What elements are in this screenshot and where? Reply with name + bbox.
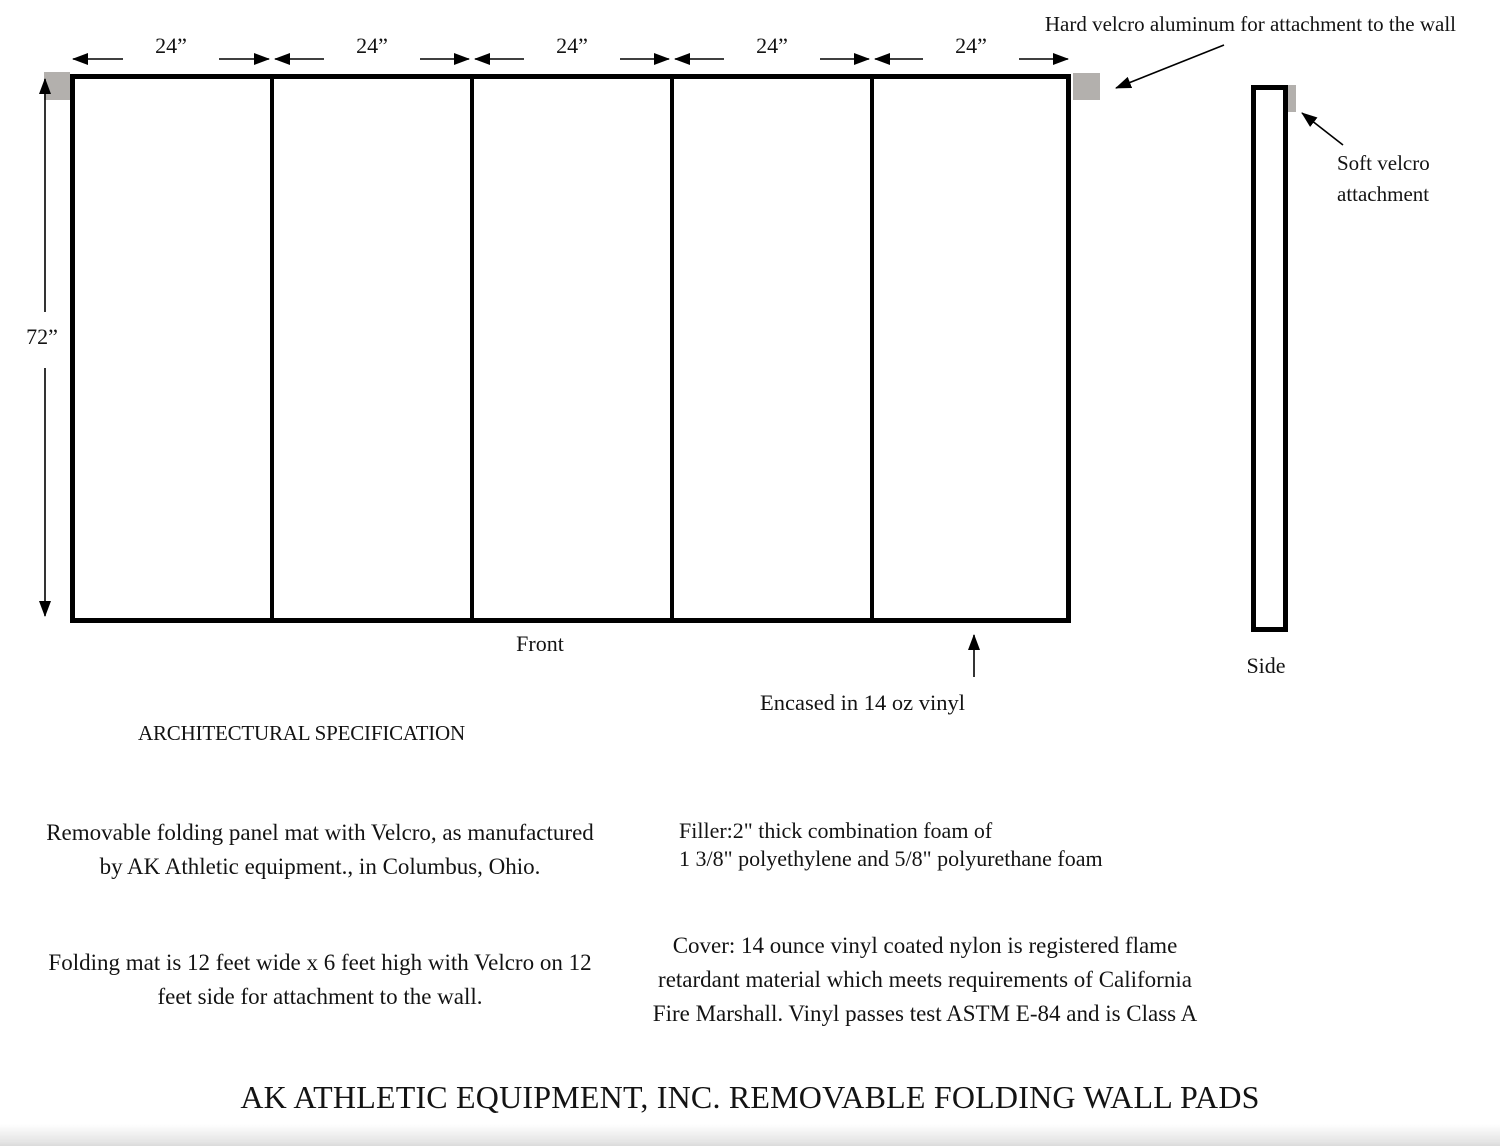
wall-pad-diagram: 24” 24” 24” 24” 24” 72” Hard velcro alum… [26,12,1456,715]
bottom-shadow-band [0,1124,1500,1146]
hard-velcro-pointer-arrow [1115,44,1225,89]
hard-velcro-pad-left [44,72,70,100]
spec-paragraph-line: 1 3/8" polyethylene and 5/8" polyurethan… [679,846,1103,871]
spec-paragraph-line: feet side for attachment to the wall. [157,984,483,1009]
spec-paragraph-line: by AK Athletic equipment., in Columbus, … [99,854,541,879]
spec-paragraph-cover: Cover: 14 ounce vinyl coated nylon is re… [625,929,1225,1031]
spec-paragraph-removable: Removable folding panel mat with Velcro,… [20,816,620,884]
spec-paragraph-line: Fire Marshall. Vinyl passes test ASTM E-… [652,1001,1198,1026]
soft-velcro-note-line2: attachment [1337,182,1429,206]
spec-heading: ARCHITECTURAL SPECIFICATION [138,721,465,745]
page-title: AK ATHLETIC EQUIPMENT, INC. REMOVABLE FO… [240,1079,1260,1115]
width-dimension-label: 24” [356,33,388,58]
soft-velcro-note-line1: Soft velcro [1337,151,1430,175]
spec-paragraph-filler: Filler:2" thick combination foam of 1 3/… [679,817,1103,873]
width-dimension-label: 24” [155,33,187,58]
soft-velcro-strip-side [1288,85,1296,112]
width-dimension-label: 24” [556,33,588,58]
height-dimension-label: 72” [26,324,58,349]
encased-note: Encased in 14 oz vinyl [760,690,965,715]
width-dimension-label: 24” [955,33,987,58]
side-view-outline [1251,85,1288,632]
spec-paragraph-line: Folding mat is 12 feet wide x 6 feet hig… [48,950,592,975]
spec-paragraph-line: Filler:2" thick combination foam of [679,818,993,843]
spec-paragraph-line: Cover: 14 ounce vinyl coated nylon is re… [672,933,1178,958]
spec-paragraph-line: Removable folding panel mat with Velcro,… [46,820,594,845]
soft-velcro-pointer-arrow [1301,112,1344,146]
front-view-outline [70,74,1071,623]
hard-velcro-pad-right [1073,73,1100,100]
hard-velcro-note: Hard velcro aluminum for attachment to t… [1045,12,1456,36]
width-dimension-label: 24” [756,33,788,58]
spec-paragraph-folding-mat: Folding mat is 12 feet wide x 6 feet hig… [20,946,620,1014]
spec-paragraph-line: retardant material which meets requireme… [658,967,1192,992]
side-view-label: Side [1246,653,1285,678]
front-view-label: Front [516,631,564,656]
